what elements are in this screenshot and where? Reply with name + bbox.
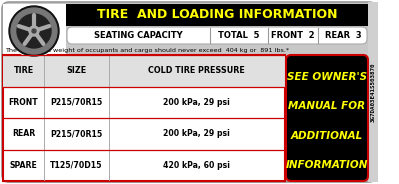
Circle shape <box>17 14 51 48</box>
Text: SIZE: SIZE <box>66 66 86 75</box>
Text: MANUAL FOR: MANUAL FOR <box>288 101 365 111</box>
Text: TIRE  AND LOADING INFORMATION: TIRE AND LOADING INFORMATION <box>97 8 337 22</box>
Bar <box>66 4 368 26</box>
Circle shape <box>8 5 60 57</box>
Text: REAR  3: REAR 3 <box>325 31 361 40</box>
Circle shape <box>29 26 39 36</box>
Text: P215/70R15: P215/70R15 <box>50 129 103 138</box>
Circle shape <box>11 8 57 54</box>
Text: 200 kPa, 29 psi: 200 kPa, 29 psi <box>164 129 230 138</box>
Circle shape <box>32 29 36 33</box>
Circle shape <box>9 6 59 56</box>
Text: FRONT: FRONT <box>8 98 38 107</box>
Text: T125/70D15: T125/70D15 <box>50 161 103 170</box>
Text: 3G7DA03E41S503870: 3G7DA03E41S503870 <box>371 62 375 122</box>
Text: REAR: REAR <box>12 129 35 138</box>
Text: SEE OWNER'S: SEE OWNER'S <box>287 72 367 82</box>
Text: COLD TIRE PRESSURE: COLD TIRE PRESSURE <box>148 66 245 75</box>
Bar <box>368 2 378 182</box>
Text: FRONT  2: FRONT 2 <box>271 31 315 40</box>
Bar <box>3 4 66 62</box>
FancyBboxPatch shape <box>286 55 368 181</box>
Text: SEATING CAPACITY: SEATING CAPACITY <box>94 31 182 40</box>
Text: TIRE: TIRE <box>14 66 34 75</box>
Text: 200 kPa, 29 psi: 200 kPa, 29 psi <box>164 98 230 107</box>
Bar <box>3 55 285 181</box>
Text: 420 kPa, 60 psi: 420 kPa, 60 psi <box>163 161 230 170</box>
Text: SPARE: SPARE <box>10 161 38 170</box>
Text: INFORMATION: INFORMATION <box>286 160 368 170</box>
Text: ADDITIONAL: ADDITIONAL <box>291 131 363 141</box>
FancyBboxPatch shape <box>2 2 376 182</box>
FancyBboxPatch shape <box>67 27 367 44</box>
Bar <box>3 55 285 86</box>
Text: TOTAL  5: TOTAL 5 <box>218 31 260 40</box>
Text: P215/70R15: P215/70R15 <box>50 98 103 107</box>
Text: The combined weight of occupants and cargo should never exceed  404 kg or  891 l: The combined weight of occupants and car… <box>5 48 289 53</box>
